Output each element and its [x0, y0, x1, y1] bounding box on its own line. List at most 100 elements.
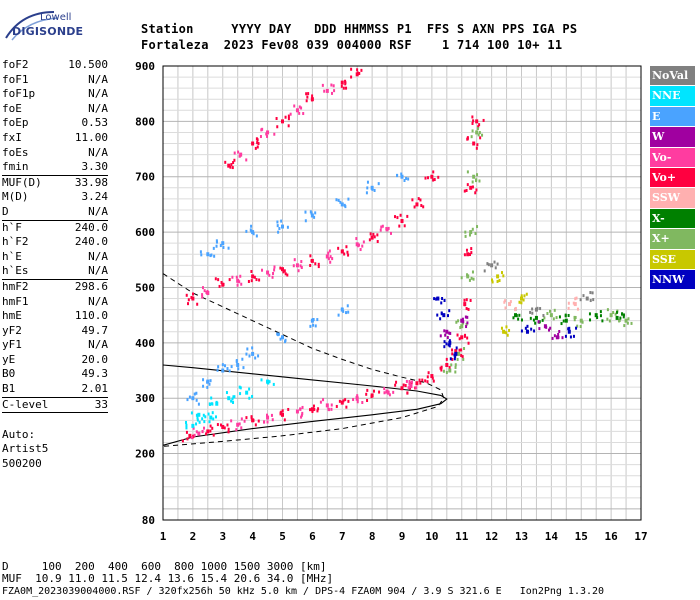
- echo-speckle: [252, 418, 255, 422]
- echo-speckle: [199, 250, 202, 254]
- echo-speckle: [392, 390, 395, 394]
- echo-speckle: [245, 229, 248, 233]
- echo-point: [415, 202, 419, 207]
- echo-speckle: [230, 399, 233, 403]
- series-sse: [491, 271, 528, 337]
- echo-speckle: [255, 278, 258, 282]
- echo-speckle: [206, 385, 209, 389]
- echo-point: [514, 313, 518, 318]
- echo-speckle: [300, 415, 303, 419]
- echo-point: [197, 431, 201, 436]
- series-x-: [442, 127, 633, 374]
- echo-speckle: [309, 263, 312, 267]
- series-nnw: [433, 296, 578, 361]
- echo-speckle: [247, 279, 250, 283]
- x-tick-label: 6: [309, 530, 316, 543]
- echo-speckle: [239, 386, 242, 390]
- echo-speckle: [316, 318, 319, 322]
- echo-speckle: [330, 407, 333, 411]
- echo-speckle: [601, 319, 604, 323]
- echo-speckle: [547, 328, 550, 332]
- echo-speckle: [520, 329, 523, 333]
- echo-speckle: [520, 318, 523, 322]
- y-tick-label: 500: [135, 281, 155, 294]
- echo-speckle: [471, 180, 474, 184]
- echo-point: [281, 335, 284, 340]
- echo-speckle: [232, 161, 235, 165]
- echo-speckle: [333, 89, 336, 93]
- echo-speckle: [225, 391, 228, 395]
- echo-speckle: [337, 246, 340, 250]
- echo-speckle: [203, 289, 206, 293]
- echo-speckle: [407, 386, 410, 390]
- echo-speckle: [589, 299, 592, 303]
- echo-speckle: [280, 410, 283, 414]
- echo-point: [221, 368, 225, 373]
- echo-point: [281, 119, 284, 124]
- x-tick-label: 5: [279, 530, 286, 543]
- echo-point: [460, 324, 464, 329]
- echo-speckle: [356, 394, 359, 398]
- echo-speckle: [356, 68, 359, 72]
- echo-speckle: [454, 370, 457, 374]
- y-tick-label: 400: [135, 337, 155, 350]
- echo-speckle: [383, 387, 386, 391]
- echo-point: [409, 384, 413, 389]
- echo-speckle: [618, 318, 621, 322]
- echo-speckle: [454, 365, 457, 369]
- echo-speckle: [218, 284, 221, 288]
- echo-speckle: [287, 117, 290, 121]
- echo-speckle: [440, 301, 443, 305]
- echo-speckle: [439, 317, 442, 321]
- echo-speckle: [256, 138, 259, 142]
- echo-speckle: [443, 340, 446, 344]
- series-e: [186, 172, 410, 406]
- echo-speckle: [265, 413, 268, 417]
- echo-speckle: [287, 407, 290, 411]
- echo-speckle: [460, 348, 463, 352]
- echo-speckle: [622, 313, 625, 317]
- param-row: hmF2 298.6: [2, 278, 108, 295]
- echo-speckle: [243, 419, 246, 423]
- echo-traces: [181, 67, 633, 443]
- echo-speckle: [205, 432, 208, 436]
- param-key: C-level: [2, 397, 49, 411]
- echo-speckle: [575, 296, 578, 300]
- param-key: h`Es: [2, 264, 29, 278]
- echo-speckle: [347, 253, 350, 257]
- echo-speckle: [463, 334, 466, 338]
- echo-speckle: [415, 386, 418, 390]
- echo-speckle: [487, 263, 490, 267]
- x-tick-label: 13: [515, 530, 528, 543]
- echo-speckle: [202, 413, 205, 417]
- echo-speckle: [432, 170, 435, 174]
- echo-speckle: [608, 319, 611, 323]
- echo-speckle: [358, 71, 361, 75]
- echo-speckle: [261, 127, 264, 131]
- echo-speckle: [205, 290, 208, 294]
- param-value: N/A: [88, 204, 108, 218]
- echo-point: [281, 224, 284, 229]
- echo-speckle: [372, 232, 375, 236]
- echo-speckle: [278, 227, 281, 231]
- echo-speckle: [421, 378, 424, 382]
- echo-speckle: [410, 380, 413, 384]
- echo-point: [310, 213, 314, 218]
- echo-speckle: [596, 316, 599, 320]
- echo-speckle: [253, 275, 256, 279]
- echo-speckle: [257, 354, 260, 358]
- echo-speckle: [486, 262, 489, 266]
- echo-point: [594, 313, 598, 318]
- echo-speckle: [190, 436, 193, 440]
- series-vo-: [181, 67, 485, 443]
- echo-point: [370, 185, 374, 190]
- plot-frame: [162, 65, 642, 521]
- echo-speckle: [212, 417, 215, 421]
- echo-speckle: [498, 279, 501, 283]
- echo-speckle: [266, 134, 269, 138]
- echo-speckle: [454, 363, 457, 367]
- echo-speckle: [292, 264, 295, 268]
- echo-point: [340, 80, 344, 85]
- x-tick-label: 9: [399, 530, 406, 543]
- echo-speckle: [449, 331, 452, 335]
